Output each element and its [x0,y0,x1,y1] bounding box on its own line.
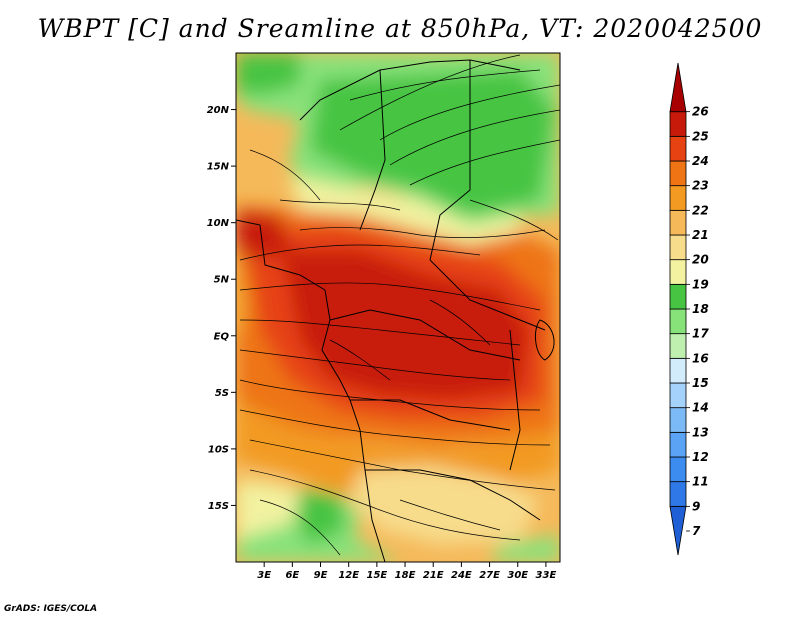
colorbar-swatch [669,308,687,335]
lat-tick-label: 10S [208,444,229,455]
colorbar-label: 20 [692,253,709,267]
lon-tick-label: 27E [479,570,500,581]
colorbar-label: 9 [692,499,700,513]
colorbar-label: 15 [692,376,709,390]
colorbar-label: 21 [692,228,709,242]
lon-tick-label: 33E [536,570,557,581]
colorbar-label: 14 [692,401,709,415]
lat-tick-label: 15N [207,162,230,173]
lon-tick-label: 21E [423,570,444,581]
wbpt-field [236,53,560,562]
grads-credit: GrADS: IGES/COLA [4,604,98,614]
lat-tick-label: EQ [214,331,230,342]
colorbar-swatch [669,234,687,261]
lon-tick-label: 18E [395,570,416,581]
lat-tick-label: 15S [208,501,229,512]
colorbar-swatch [669,481,687,507]
map-title: WBPT [C] and Sreamline at 850hPa, VT: 20… [37,14,763,43]
colorbar-label: 25 [692,129,709,143]
lon-tick-label: 15E [366,570,387,581]
colorbar-label: 19 [692,277,709,291]
streamlines [239,54,560,556]
colorbar-swatch [669,382,687,409]
colorbar-label: 26 [692,105,709,119]
colorbar-label: 11 [692,475,709,489]
colorbar-swatch [669,185,687,211]
map-frame [235,52,561,563]
colorbar-swatch [669,160,687,187]
colorbar: 7 9 11 12 13 14 15 16 17 18 19 20 21 22 23 24 25 26 [669,62,709,556]
colorbar-swatch [669,505,687,556]
colorbar-swatch [669,283,687,310]
colorbar-swatch [669,407,687,433]
colorbar-swatch [669,62,687,113]
colorbar-swatch [669,111,687,137]
colorbar-swatch [669,431,687,458]
lat-tick-label: 10N [207,218,230,229]
colorbar-swatch [669,456,687,483]
colorbar-swatch [669,357,687,384]
lon-tick-label: 12E [338,570,359,581]
lon-tick-label: 24E [451,570,472,581]
colorbar-label: 18 [692,302,709,316]
colorbar-label: 7 [692,524,701,538]
colorbar-label: 22 [692,203,709,217]
lat-tick-label: 20N [207,105,230,116]
lon-tick-label: 3E [257,570,271,581]
lon-tick-label: 30E [507,570,528,581]
colorbar-swatch [669,135,687,162]
colorbar-label: 12 [692,450,709,464]
lon-tick-label: 6E [285,570,299,581]
longitude-axis: 3E 6E 9E 12E 15E 18E 21E 24E 27E 30E 33E [257,562,556,581]
lat-tick-label: 5S [215,388,229,399]
lat-tick-label: 5N [214,275,230,286]
lon-tick-label: 9E [314,570,328,581]
colorbar-label: 16 [692,351,709,365]
colorbar-label: 23 [692,179,709,193]
colorbar-label: 17 [692,327,709,341]
boundaries [236,59,555,562]
colorbar-swatch [669,209,687,236]
colorbar-swatch [669,333,687,359]
colorbar-swatch [669,259,687,285]
latitude-axis: 20N 15N 10N 5N EQ 5S 10S 15S [207,105,236,512]
colorbar-label: 24 [692,154,709,168]
colorbar-label: 13 [692,425,709,439]
